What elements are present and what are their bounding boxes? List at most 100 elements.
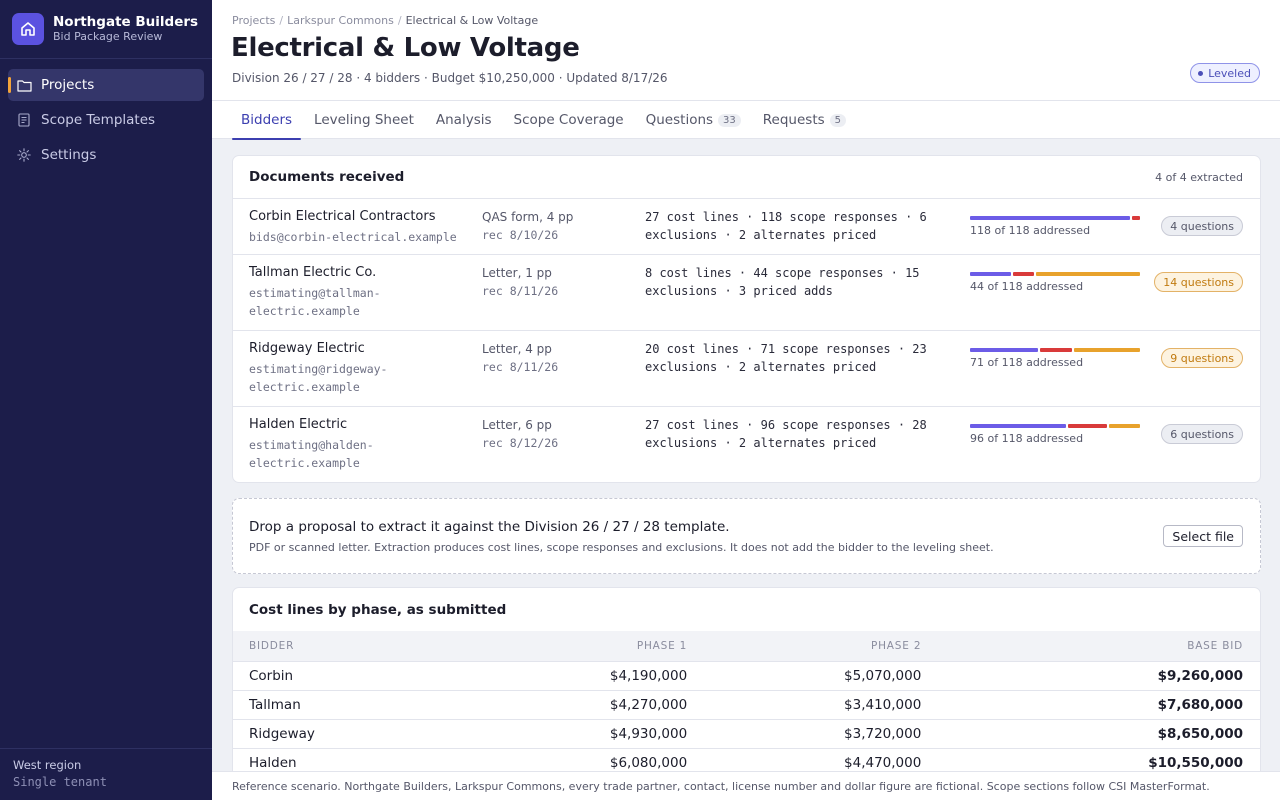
questions-chip[interactable]: 9 questions bbox=[1161, 348, 1243, 368]
tab-bidders[interactable]: Bidders bbox=[230, 101, 303, 140]
cell-phase-1: $4,270,000 bbox=[453, 690, 688, 720]
bidder-email: estimating@halden-electric.example bbox=[249, 438, 374, 470]
coverage-unaddressed-segment bbox=[1073, 348, 1141, 352]
list-item[interactable]: Ridgeway Electric estimating@ridgeway-el… bbox=[233, 331, 1260, 407]
tab-count-badge: 5 bbox=[829, 113, 847, 127]
breadcrumb-item-current: Electrical & Low Voltage bbox=[405, 14, 539, 27]
status-dot-icon bbox=[1198, 70, 1204, 76]
coverage-exclusion-segment bbox=[1131, 216, 1140, 220]
table-row[interactable]: Corbin $4,190,000 $5,070,000 $9,260,000 bbox=[233, 661, 1260, 691]
sidebar-item-projects[interactable]: Projects bbox=[8, 69, 204, 101]
coverage-addressed-segment bbox=[970, 348, 1038, 352]
tab-label: Scope Coverage bbox=[513, 112, 624, 128]
documents-title: Documents received bbox=[249, 169, 405, 185]
cell-phase-2: $5,070,000 bbox=[687, 661, 922, 691]
cost-lines-card: Cost lines by phase, as submitted BIDDER… bbox=[232, 587, 1261, 779]
column-header-phase-1[interactable]: PHASE 1 bbox=[453, 631, 688, 662]
bidder-email: estimating@tallman-electric.example bbox=[249, 286, 381, 318]
documents-card-header: Documents received 4 of 4 extracted bbox=[233, 156, 1260, 199]
sidebar-item-settings[interactable]: Settings bbox=[8, 139, 204, 171]
cell-phase-2: $3,720,000 bbox=[687, 719, 922, 749]
page-footer: Reference scenario. Northgate Builders, … bbox=[212, 771, 1280, 800]
coverage-exclusion-segment bbox=[1012, 272, 1034, 276]
extraction-summary: 20 cost lines · 71 scope responses · 23 … bbox=[645, 342, 927, 374]
tab-label: Requests bbox=[762, 112, 825, 128]
document-format: Letter, 1 pp bbox=[482, 266, 552, 280]
tab-bar: Bidders Leveling Sheet Analysis Scope Co… bbox=[212, 101, 1280, 140]
footer-note: Reference scenario. Northgate Builders, … bbox=[232, 779, 1210, 793]
cell-bidder: Corbin bbox=[233, 661, 453, 691]
sidebar-footer: West region Single tenant bbox=[0, 748, 212, 800]
coverage-addressed-segment bbox=[970, 272, 1011, 276]
cell-phase-1: $4,190,000 bbox=[453, 661, 688, 691]
received-date: rec 8/11/26 bbox=[482, 360, 559, 374]
breadcrumb: Projects / Larkspur Commons / Electrical & L… bbox=[232, 14, 538, 27]
breadcrumb-item-projects[interactable]: Projects bbox=[232, 14, 276, 27]
region-label: West region bbox=[13, 758, 82, 772]
cell-base-bid: $7,680,000 bbox=[921, 690, 1260, 720]
tab-count-badge: 33 bbox=[718, 113, 741, 127]
tab-scope-coverage[interactable]: Scope Coverage bbox=[503, 101, 635, 139]
cost-lines-table: BIDDER PHASE 1 PHASE 2 BASE BID Corbin $… bbox=[233, 631, 1260, 778]
extracted-count: 4 of 4 extracted bbox=[1155, 170, 1243, 184]
cell-phase-1: $4,930,000 bbox=[453, 719, 688, 749]
brand-name: Northgate Builders bbox=[53, 14, 199, 30]
sidebar-nav: Projects Scope Templates Settings bbox=[0, 59, 212, 171]
column-header-bidder[interactable]: BIDDER bbox=[233, 631, 453, 662]
status-label: Leveled bbox=[1208, 66, 1251, 80]
coverage-caption: 71 of 118 addressed bbox=[970, 356, 1084, 369]
page-title: Electrical & Low Voltage bbox=[231, 33, 580, 63]
page-header: Projects / Larkspur Commons / Electrical & L… bbox=[212, 0, 1280, 101]
document-format: Letter, 4 pp bbox=[482, 342, 552, 356]
coverage-bar bbox=[970, 216, 1140, 220]
breadcrumb-item-project[interactable]: Larkspur Commons bbox=[287, 14, 394, 27]
questions-chip[interactable]: 4 questions bbox=[1161, 216, 1243, 236]
tab-label: Analysis bbox=[435, 112, 492, 128]
cost-lines-title: Cost lines by phase, as submitted bbox=[249, 601, 507, 618]
questions-chip[interactable]: 14 questions bbox=[1154, 272, 1243, 292]
page-meta: Division 26 / 27 / 28 · 4 bidders · Budg… bbox=[232, 71, 668, 85]
tab-leveling-sheet[interactable]: Leveling Sheet bbox=[303, 101, 425, 139]
breadcrumb-separator: / bbox=[279, 14, 284, 27]
table-row[interactable]: Ridgeway $4,930,000 $3,720,000 $8,650,00… bbox=[233, 719, 1260, 749]
house-icon bbox=[12, 13, 44, 45]
list-item[interactable]: Halden Electric estimating@halden-electr… bbox=[233, 407, 1260, 482]
received-date: rec 8/12/26 bbox=[482, 436, 559, 450]
table-row[interactable]: Tallman $4,270,000 $3,410,000 $7,680,000 bbox=[233, 690, 1260, 720]
document-format: Letter, 6 pp bbox=[482, 418, 552, 432]
documents-card: Documents received 4 of 4 extracted Corb… bbox=[232, 155, 1261, 483]
cell-base-bid: $9,260,000 bbox=[921, 661, 1260, 691]
sidebar-item-scope-templates[interactable]: Scope Templates bbox=[8, 104, 204, 136]
bidder-email: bids@corbin-electrical.example bbox=[249, 230, 457, 244]
cost-lines-header: Cost lines by phase, as submitted bbox=[233, 588, 1260, 631]
tab-analysis[interactable]: Analysis bbox=[425, 101, 503, 139]
bidder-email: estimating@ridgeway-electric.example bbox=[249, 362, 388, 394]
coverage-exclusion-segment bbox=[1067, 424, 1108, 428]
coverage-caption: 118 of 118 addressed bbox=[970, 224, 1091, 237]
tab-requests[interactable]: Requests 5 bbox=[752, 101, 857, 139]
dropzone-title: Drop a proposal to extract it against th… bbox=[249, 519, 730, 535]
column-header-base-bid[interactable]: BASE BID bbox=[921, 631, 1260, 662]
cell-bidder: Ridgeway bbox=[233, 719, 453, 749]
content: Documents received 4 of 4 extracted Corb… bbox=[232, 155, 1261, 779]
questions-chip[interactable]: 6 questions bbox=[1161, 424, 1243, 444]
bidder-name: Halden Electric bbox=[249, 417, 348, 432]
tab-questions[interactable]: Questions 33 bbox=[635, 101, 752, 139]
column-header-phase-2[interactable]: PHASE 2 bbox=[687, 631, 922, 662]
tab-label: Leveling Sheet bbox=[314, 112, 414, 128]
extraction-summary: 27 cost lines · 118 scope responses · 6 … bbox=[645, 210, 927, 242]
tab-label: Bidders bbox=[241, 112, 293, 128]
document-icon bbox=[16, 112, 32, 128]
dropzone-subtitle: PDF or scanned letter. Extraction produc… bbox=[249, 541, 994, 554]
list-item[interactable]: Corbin Electrical Contractors bids@corbi… bbox=[233, 199, 1260, 255]
upload-dropzone[interactable]: Drop a proposal to extract it against th… bbox=[232, 498, 1261, 574]
coverage-unaddressed-segment bbox=[1035, 272, 1141, 276]
coverage-bar bbox=[970, 348, 1141, 352]
folder-icon bbox=[16, 77, 32, 93]
received-date: rec 8/10/26 bbox=[482, 228, 559, 242]
select-file-button[interactable]: Select file bbox=[1163, 525, 1243, 547]
gear-icon bbox=[16, 147, 32, 163]
extraction-summary: 8 cost lines · 44 scope responses · 15 e… bbox=[645, 266, 920, 298]
document-format: QAS form, 4 pp bbox=[482, 210, 574, 224]
list-item[interactable]: Tallman Electric Co. estimating@tallman-… bbox=[233, 255, 1260, 331]
